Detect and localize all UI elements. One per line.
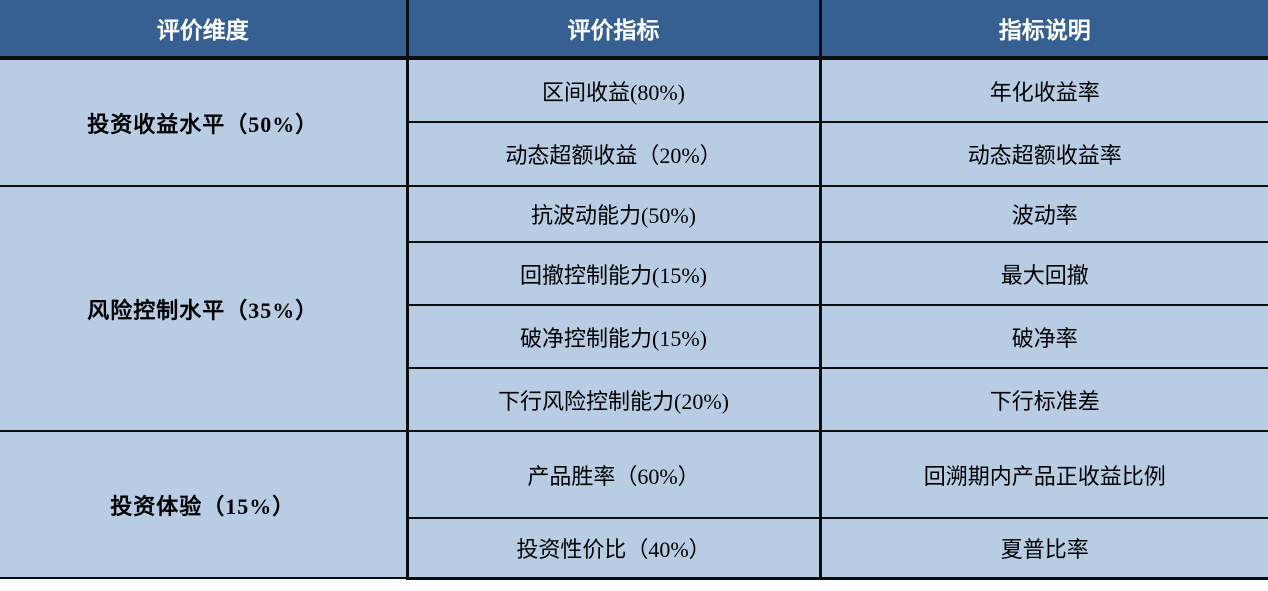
description-cell: 波动率 [818,185,1268,243]
table-row: 动态超额收益（20%） 动态超额收益率 [0,121,1268,187]
description-cell: 夏普比率 [818,517,1268,580]
table-row: 投资体验（15%） 产品胜率（60%） 回溯期内产品正收益比例 [0,430,1268,579]
table-row: 下行风险控制能力(20%) 下行标准差 [0,367,1268,432]
header-cell-dimension: 评价维度 [0,0,409,60]
dimension-cell-risk: 风险控制水平（35%） [0,185,409,432]
header-cell-indicator: 评价指标 [405,0,822,60]
table-row: 风险控制水平（35%） 抗波动能力(50%) 波动率 [0,185,1268,432]
description-cell: 动态超额收益率 [818,121,1268,187]
description-cell: 破净率 [818,304,1268,369]
table-row: 破净控制能力(15%) 破净率 [0,304,1268,369]
indicator-cell: 抗波动能力(50%) [405,185,822,243]
description-cell: 回溯期内产品正收益比例 [818,430,1268,519]
indicator-cell: 破净控制能力(15%) [407,304,822,369]
indicator-cell: 下行风险控制能力(20%) [407,367,822,432]
header-cell-description: 指标说明 [818,0,1268,60]
description-cell: 年化收益率 [818,57,1268,123]
table-row: 投资收益水平（50%） 区间收益(80%) 年化收益率 [0,57,1268,187]
indicator-cell: 投资性价比（40%） [407,517,822,580]
description-cell: 下行标准差 [818,367,1268,432]
indicator-cell: 区间收益(80%) [405,57,822,123]
table-row: 回撤控制能力(15%) 最大回撤 [0,241,1268,306]
description-cell: 最大回撤 [818,241,1268,306]
table-header-row: 评价维度 评价指标 指标说明 [0,0,1268,60]
table-row: 投资性价比（40%） 夏普比率 [0,517,1268,580]
indicator-cell: 回撤控制能力(15%) [407,241,822,306]
dimension-cell-experience: 投资体验（15%） [0,430,409,579]
indicator-cell: 动态超额收益（20%） [407,121,822,187]
indicator-cell: 产品胜率（60%） [405,430,822,519]
dimension-cell-returns: 投资收益水平（50%） [0,57,409,187]
